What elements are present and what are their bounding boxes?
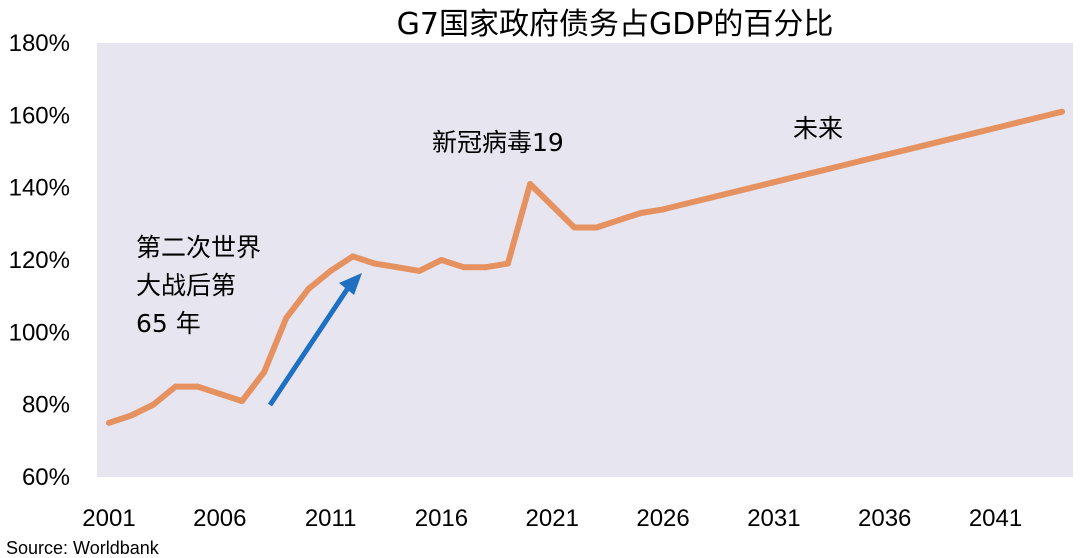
x-tick-label: 2026 bbox=[636, 505, 689, 532]
data-point bbox=[970, 130, 977, 137]
data-point bbox=[815, 168, 822, 175]
data-point bbox=[504, 260, 511, 267]
y-tick-label: 80% bbox=[22, 392, 70, 419]
data-point bbox=[394, 264, 401, 271]
x-tick-label: 2001 bbox=[82, 505, 135, 532]
y-tick-label: 140% bbox=[9, 175, 70, 202]
data-point bbox=[837, 162, 844, 169]
y-tick-label: 120% bbox=[9, 247, 70, 274]
x-tick-label: 2011 bbox=[305, 505, 357, 532]
annotation-postwar-line-1: 第二次世界 bbox=[136, 233, 261, 262]
data-point bbox=[438, 257, 445, 263]
data-point bbox=[859, 157, 866, 164]
data-point bbox=[216, 390, 223, 397]
plot-area bbox=[97, 43, 1073, 477]
data-point bbox=[460, 264, 467, 271]
data-point bbox=[770, 179, 777, 186]
x-tick-label: 2006 bbox=[193, 505, 246, 532]
y-axis-ticks: 60% 80% 100% 120% 140% 160% 180% bbox=[9, 30, 70, 491]
data-point bbox=[527, 181, 534, 188]
data-point bbox=[327, 267, 334, 274]
y-tick-label: 180% bbox=[9, 30, 70, 57]
annotation-postwar: 第二次世界 大战后第 65 年 bbox=[136, 233, 269, 338]
data-point bbox=[1014, 119, 1021, 126]
data-point bbox=[283, 314, 290, 321]
data-point bbox=[150, 401, 157, 408]
annotation-future: 未来 bbox=[793, 114, 843, 143]
data-point bbox=[903, 146, 910, 153]
data-point bbox=[482, 264, 489, 271]
x-tick-label: 2036 bbox=[858, 505, 911, 532]
x-tick-label: 2031 bbox=[747, 505, 800, 532]
series-line bbox=[106, 108, 1065, 426]
x-tick-label: 2016 bbox=[415, 505, 468, 532]
data-point bbox=[992, 124, 999, 131]
annotation-postwar-line-2: 大战后第 bbox=[136, 271, 236, 300]
data-point bbox=[881, 152, 888, 159]
data-point bbox=[704, 195, 711, 202]
data-point bbox=[793, 173, 800, 180]
data-point bbox=[748, 184, 755, 191]
x-tick-label: 2021 bbox=[526, 505, 579, 532]
x-axis-ticks: 2001 2006 2011 2016 2021 2026 2031 2036 2041 bbox=[82, 505, 1022, 532]
x-tick-label: 2041 bbox=[969, 505, 1022, 532]
data-point bbox=[926, 141, 933, 148]
data-point bbox=[1059, 108, 1065, 115]
data-point bbox=[172, 383, 179, 390]
data-point bbox=[549, 202, 556, 209]
data-point bbox=[593, 224, 600, 231]
data-point bbox=[106, 419, 112, 426]
source-note: Source: Worldbank bbox=[6, 538, 160, 558]
y-tick-label: 100% bbox=[9, 319, 70, 346]
data-point bbox=[1036, 114, 1043, 121]
data-point bbox=[615, 217, 622, 224]
data-point bbox=[571, 224, 578, 231]
series-points bbox=[106, 108, 1065, 426]
data-point bbox=[660, 206, 667, 213]
data-point bbox=[637, 209, 644, 216]
annotation-postwar-line-3: 65 年 bbox=[136, 309, 201, 338]
data-point bbox=[238, 398, 245, 405]
data-point bbox=[261, 369, 268, 376]
chart-title: G7国家政府债务占GDP的百分比 bbox=[397, 7, 834, 42]
data-point bbox=[948, 135, 955, 142]
y-tick-label: 60% bbox=[22, 464, 70, 491]
data-point bbox=[128, 412, 135, 419]
data-point bbox=[682, 200, 689, 207]
annotation-covid: 新冠病毒19 bbox=[432, 128, 564, 157]
growth-arrow bbox=[267, 283, 353, 407]
data-point bbox=[305, 285, 312, 292]
growth-arrowhead bbox=[339, 273, 362, 295]
y-tick-label: 160% bbox=[9, 102, 70, 129]
data-point bbox=[349, 253, 356, 260]
data-point bbox=[416, 267, 423, 274]
data-point bbox=[726, 190, 733, 197]
data-point bbox=[371, 260, 378, 267]
data-point bbox=[194, 383, 201, 390]
